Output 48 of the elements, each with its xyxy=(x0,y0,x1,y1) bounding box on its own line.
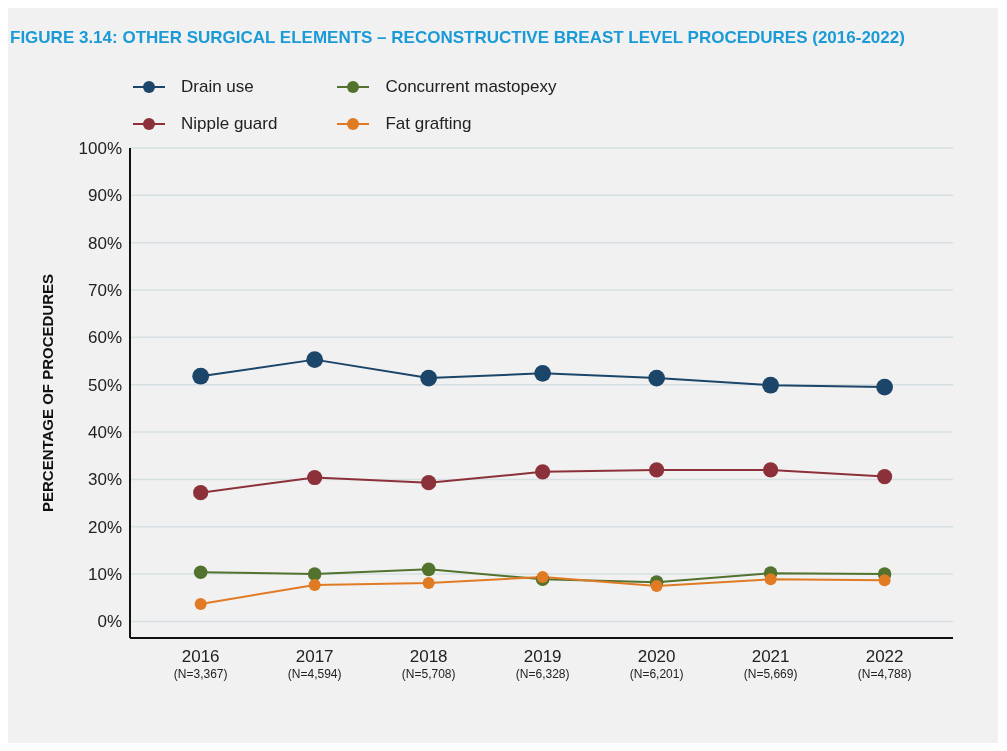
point xyxy=(421,562,436,577)
point xyxy=(534,364,552,382)
point xyxy=(307,469,323,486)
point xyxy=(421,475,437,491)
point xyxy=(878,574,891,587)
y-tick-label: 60% xyxy=(87,328,122,348)
y-tick-label: 80% xyxy=(87,233,122,253)
y-tick-label: 20% xyxy=(87,517,122,537)
point xyxy=(762,376,780,394)
y-tick-label: 0% xyxy=(97,612,122,632)
point xyxy=(648,369,666,387)
point xyxy=(192,367,210,385)
legend-label: Concurrent mastopexy xyxy=(384,75,557,98)
y-axis-title: PERCENTAGE OF PROCEDURES xyxy=(39,273,57,513)
legend-label: Fat grafting xyxy=(384,112,473,135)
y-tick-label: 40% xyxy=(87,423,122,443)
legend-label: Nipple guard xyxy=(180,112,278,135)
y-tick-label: 70% xyxy=(87,281,122,301)
x-tick-label: 2020 (N=6,201) xyxy=(629,647,684,681)
x-tick-label: 2016 (N=3,367) xyxy=(173,647,228,681)
point xyxy=(307,567,322,581)
point xyxy=(877,468,893,485)
chart-title: FIGURE 3.14: OTHER SURGICAL ELEMENTS – RECONSTRUCTIVE BREAST LEVEL PROCEDURES (2016-2022) xyxy=(9,27,906,48)
point xyxy=(536,570,549,583)
point xyxy=(306,351,324,369)
y-tick-label: 90% xyxy=(87,186,122,206)
point xyxy=(650,579,663,592)
point xyxy=(535,464,551,480)
x-tick-label: 2022 (N=4,788) xyxy=(857,647,912,681)
x-tick-label: 2019 (N=6,328) xyxy=(515,647,570,681)
point xyxy=(764,573,777,586)
point xyxy=(193,485,209,501)
point xyxy=(649,462,665,478)
y-tick-label: 100% xyxy=(78,139,122,159)
x-tick-label: 2017 (N=4,594) xyxy=(287,647,342,681)
point xyxy=(420,369,438,387)
legend-label: Drain use xyxy=(180,75,255,98)
x-tick-label: 2021 (N=5,669) xyxy=(743,647,798,681)
x-tick-label: 2018 (N=5,708) xyxy=(401,647,456,681)
point xyxy=(194,597,207,610)
y-tick-label: 10% xyxy=(87,565,122,585)
point xyxy=(876,378,894,396)
y-tick-label: 30% xyxy=(87,470,122,490)
point xyxy=(193,565,208,579)
y-tick-label: 50% xyxy=(87,375,122,395)
point xyxy=(763,462,779,478)
point xyxy=(308,578,321,591)
point xyxy=(422,577,435,590)
